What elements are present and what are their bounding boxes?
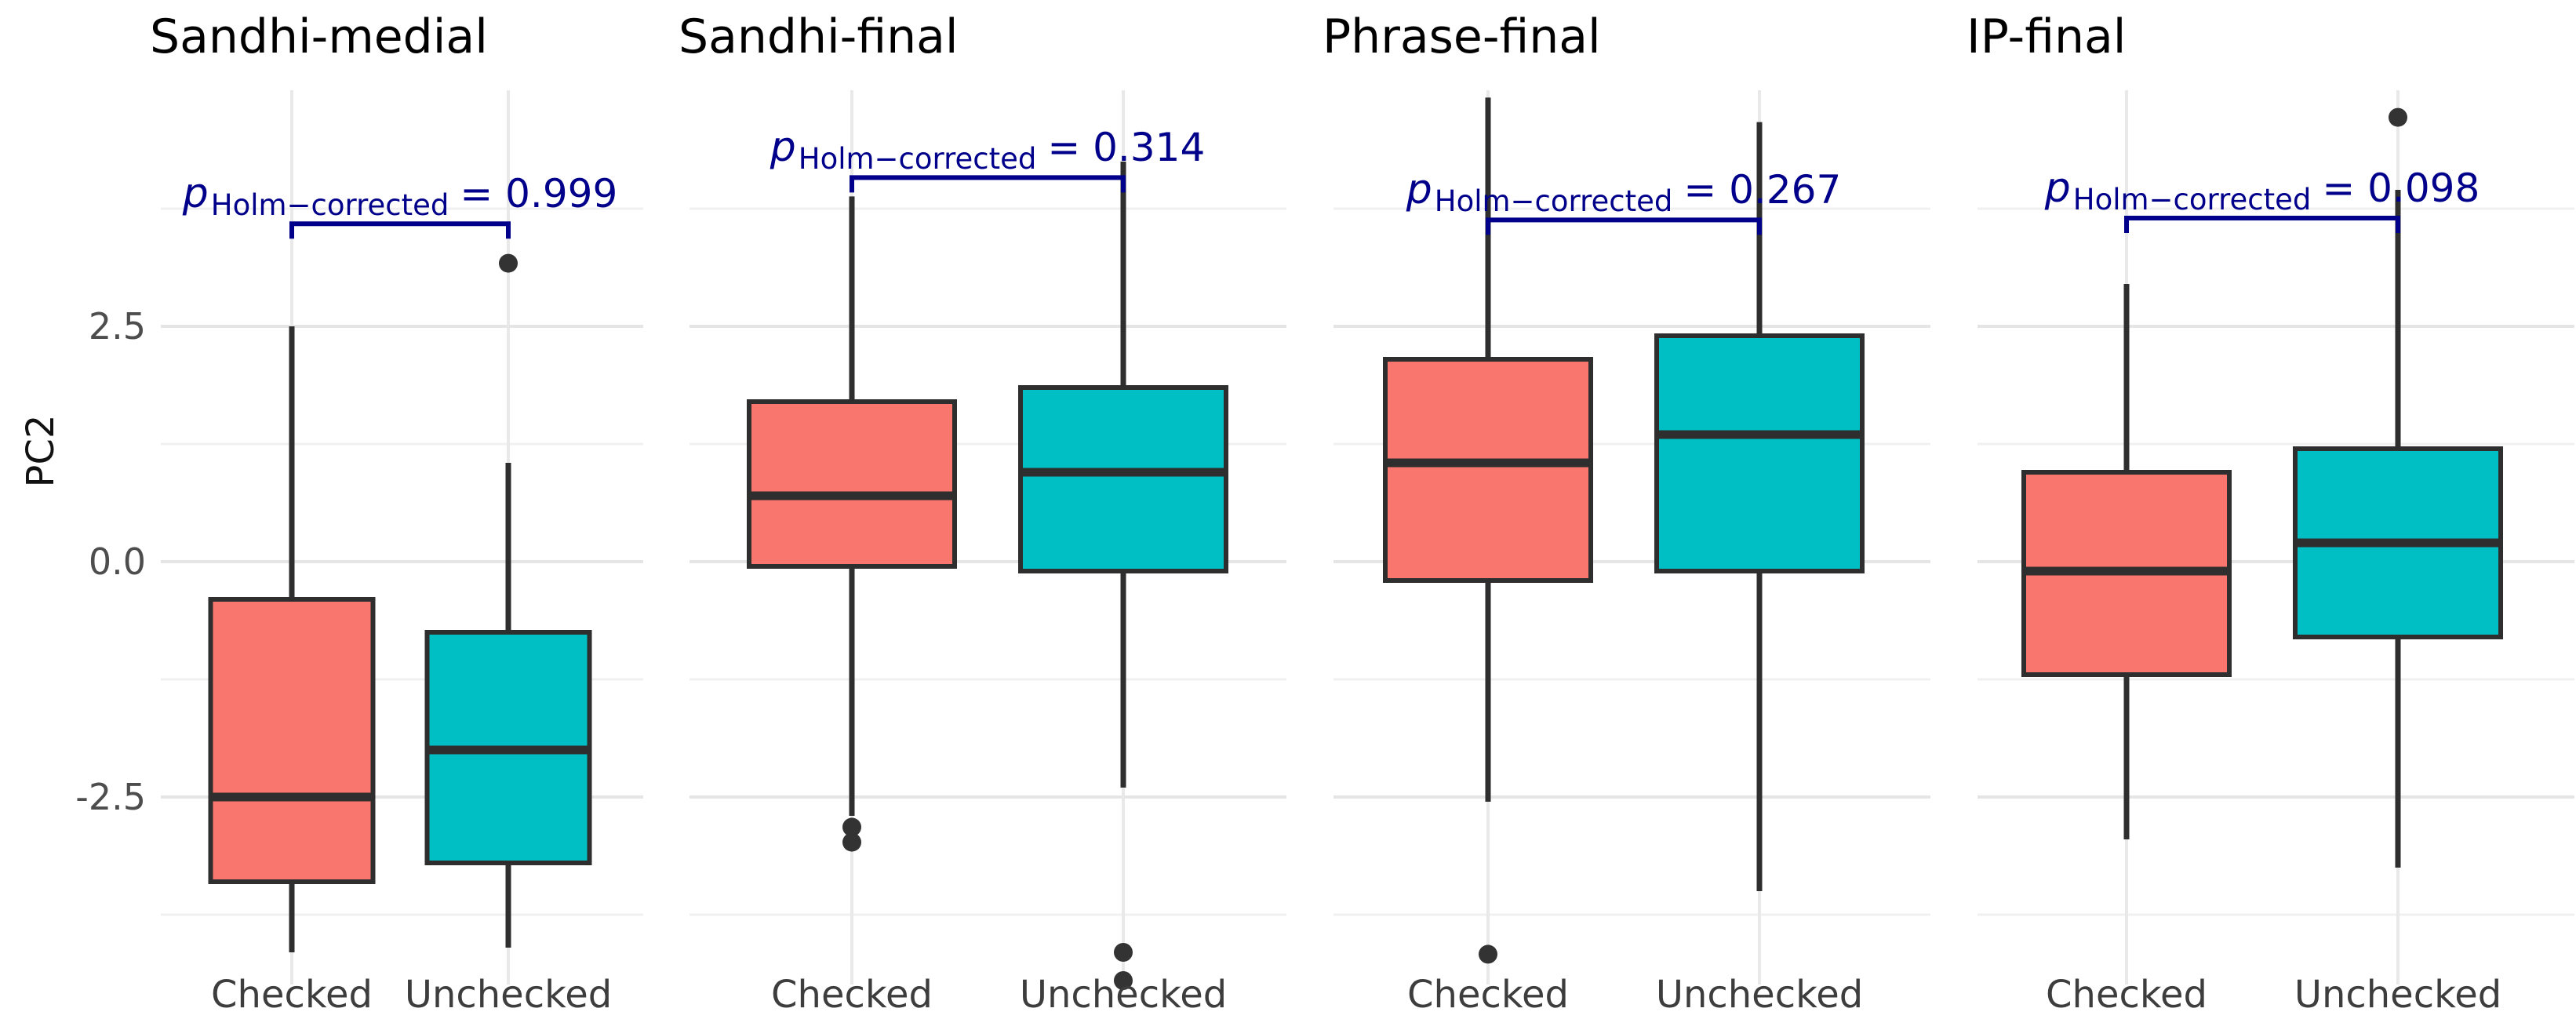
- p-subscript: Holm−corrected: [1434, 184, 1673, 219]
- p-subscript: Holm−corrected: [210, 188, 449, 223]
- facet-title-sandhi-medial: Sandhi-medial: [150, 9, 488, 64]
- y-tick-2.5: 2.5: [88, 305, 146, 348]
- p-value-annotation: pHolm−corrected = 0.999: [182, 170, 618, 222]
- p-symbol: p: [182, 170, 209, 218]
- x-label-unchecked: Unchecked: [1019, 973, 1228, 1017]
- x-label-checked: Checked: [1407, 973, 1569, 1017]
- y-axis-title: PC2: [19, 414, 63, 488]
- y-tick--2.5: -2.5: [75, 776, 146, 818]
- facet-title-ip-final: IP-final: [1967, 9, 2127, 64]
- x-label-unchecked: Unchecked: [2294, 973, 2502, 1017]
- y-tick-0.0: 0.0: [88, 540, 146, 583]
- p-subscript: Holm−corrected: [798, 142, 1037, 177]
- p-value-annotation: pHolm−corrected = 0.098: [2044, 165, 2480, 217]
- x-label-checked: Checked: [2046, 973, 2207, 1017]
- p-value: = 0.314: [1047, 125, 1206, 171]
- p-symbol: p: [1406, 166, 1432, 214]
- p-subscript: Holm−corrected: [2072, 183, 2312, 217]
- x-label-unchecked: Unchecked: [1655, 973, 1864, 1017]
- p-value: = 0.999: [460, 171, 618, 217]
- facet-title-phrase-final: Phrase-final: [1323, 9, 1601, 64]
- facet-title-sandhi-final: Sandhi-final: [679, 9, 959, 64]
- p-symbol: p: [770, 124, 796, 172]
- p-value: = 0.267: [1683, 167, 1842, 213]
- p-symbol: p: [2044, 165, 2071, 212]
- p-value-annotation: pHolm−corrected = 0.314: [770, 124, 1206, 176]
- x-label-unchecked: Unchecked: [404, 973, 613, 1017]
- x-label-checked: Checked: [211, 973, 373, 1017]
- x-label-checked: Checked: [771, 973, 933, 1017]
- p-value: = 0.098: [2322, 166, 2480, 211]
- p-value-annotation: pHolm−corrected = 0.267: [1406, 166, 1842, 218]
